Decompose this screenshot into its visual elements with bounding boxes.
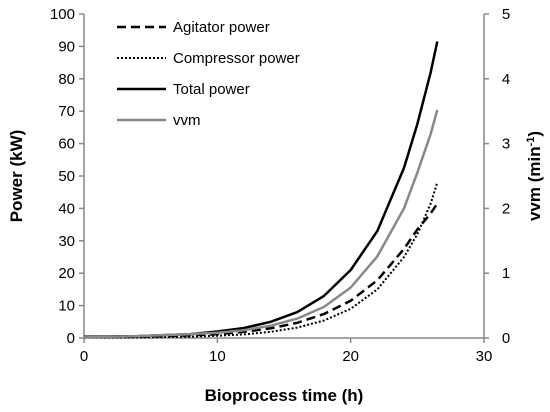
- y-left-tick-label: 90: [58, 38, 75, 55]
- y-left-tick-label: 50: [58, 168, 75, 185]
- legend-label-total-power: Total power: [173, 81, 250, 98]
- series-line-vvm: [83, 109, 439, 339]
- y-left-tick-label: 30: [58, 233, 75, 250]
- y-left-tick-label: 20: [58, 265, 75, 282]
- x-axis-title: Bioprocess time (h): [205, 386, 364, 405]
- y-right-axis-title-close: ): [525, 131, 544, 137]
- legend-label-compressor-power: Compressor power: [173, 50, 300, 67]
- y-left-axis-ticks: 0 10 20 30 40 50 60 70 80 90 100: [50, 6, 84, 347]
- legend-label-vvm: vvm: [173, 112, 201, 129]
- y-right-tick-label: 1: [502, 265, 510, 282]
- y-right-axis-title-superscript: -1: [525, 137, 537, 147]
- y-left-tick-label: 60: [58, 136, 75, 153]
- series-line-agitator-power: [83, 202, 439, 339]
- y-left-tick-label: 80: [58, 71, 75, 88]
- series-line-total-power: [83, 41, 439, 338]
- y-left-tick-label: 70: [58, 103, 75, 120]
- y-right-tick-label: 5: [502, 6, 510, 23]
- y-left-tick-label: 100: [50, 6, 75, 23]
- y-right-tick-label: 2: [502, 200, 510, 217]
- y-right-axis-ticks: 0 1 2 3 4 5: [484, 6, 510, 347]
- y-right-axis-title-base: vvm (min: [525, 146, 544, 221]
- series-line-compressor-power: [83, 182, 439, 339]
- legend: Agitator power Compressor power Total powe…: [117, 19, 300, 129]
- y-left-tick-label: 40: [58, 200, 75, 217]
- series-layer: [83, 41, 439, 339]
- y-right-axis-title: vvm (min-1): [525, 131, 544, 221]
- y-right-tick-label: 4: [502, 71, 510, 88]
- x-tick-label: 30: [476, 348, 493, 365]
- y-left-tick-label: 10: [58, 298, 75, 315]
- y-right-tick-label: 0: [502, 330, 510, 347]
- y-right-tick-label: 3: [502, 136, 510, 153]
- y-left-axis-title: Power (kW): [7, 130, 26, 223]
- legend-label-agitator-power: Agitator power: [173, 19, 270, 36]
- x-tick-label: 10: [209, 348, 226, 365]
- x-tick-label: 20: [342, 348, 359, 365]
- x-tick-label: 0: [80, 348, 88, 365]
- y-left-tick-label: 0: [67, 330, 75, 347]
- x-axis-ticks: 0 10 20 30: [80, 338, 493, 365]
